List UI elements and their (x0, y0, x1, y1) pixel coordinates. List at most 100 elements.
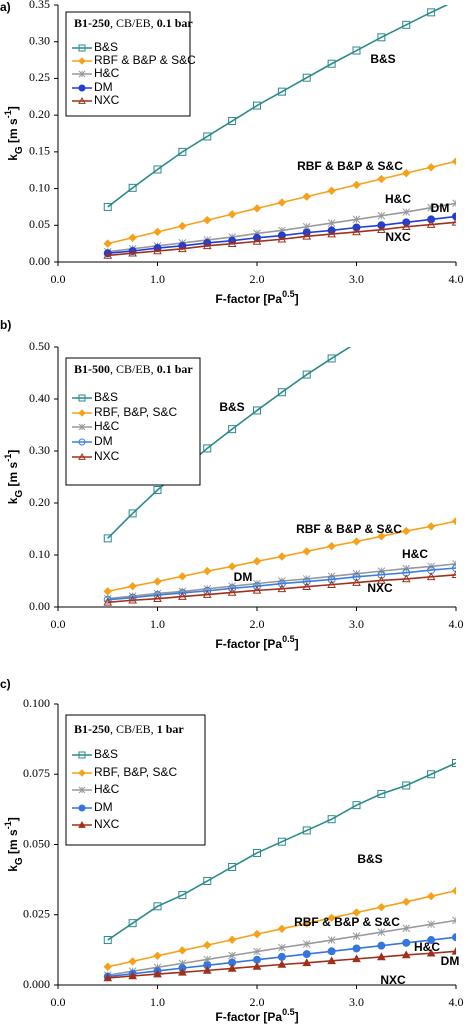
series-annotation: NXC (367, 581, 393, 595)
y-axis-label-part: -1 (3, 110, 13, 118)
marker (252, 236, 262, 245)
y-axis-label: kG [m s-1] (3, 450, 25, 505)
legend-title-part: B1-500 (74, 362, 110, 376)
y-axis-label-part: [m s (6, 461, 20, 489)
series-annotation: NXC (380, 973, 406, 987)
marker (153, 577, 162, 586)
marker (178, 967, 187, 976)
panel-label: a) (0, 0, 11, 14)
y-axis-label-part: G (14, 857, 25, 865)
marker (377, 575, 386, 584)
marker (402, 938, 411, 947)
marker (352, 215, 361, 224)
marker (103, 250, 113, 259)
legend-title-part: , CB/EB, (110, 722, 157, 736)
x-tick-label: 1.0 (150, 617, 165, 631)
marker (426, 522, 436, 531)
marker (327, 913, 336, 923)
marker (452, 759, 456, 768)
marker (452, 199, 456, 208)
marker (153, 246, 162, 255)
y-tick-label: 0.15 (29, 144, 50, 158)
marker (277, 388, 286, 397)
marker (202, 589, 212, 598)
legend-label: DM (94, 80, 113, 94)
legend-label: DM (94, 800, 113, 814)
marker (153, 165, 162, 174)
marker (153, 486, 162, 494)
marker (153, 902, 162, 911)
y-tick-label: 0.000 (23, 977, 50, 991)
marker (277, 837, 286, 846)
series-line (107, 762, 456, 941)
marker (377, 928, 386, 937)
x-tick-label: 1.0 (150, 995, 165, 1009)
marker (103, 936, 112, 945)
marker (377, 211, 386, 220)
y-tick-label: 0.35 (29, 0, 50, 11)
series-annotation: B&S (219, 400, 244, 414)
marker (78, 84, 86, 92)
marker (128, 593, 137, 602)
marker (253, 848, 261, 857)
marker (327, 541, 336, 551)
x-axis-label-part: F-factor [Pa (215, 292, 282, 306)
marker (302, 370, 311, 379)
legend-label: B&S (94, 40, 118, 54)
legend-title-part: 1 bar (157, 722, 185, 736)
marker (453, 0, 460, 4)
series-line (107, 221, 456, 257)
legend-label: H&C (94, 66, 120, 80)
marker (128, 919, 137, 928)
series-annotation: RBF & B&P & S&C (294, 915, 400, 929)
marker (327, 947, 336, 956)
marker (103, 597, 113, 606)
marker (352, 801, 361, 810)
y-axis-label-part: ] (6, 450, 20, 454)
marker (302, 547, 311, 556)
series-annotation: NXC (385, 230, 411, 244)
marker (277, 579, 286, 588)
marker (452, 212, 456, 221)
marker (451, 886, 456, 896)
marker (277, 952, 286, 961)
marker (128, 581, 137, 591)
legend-label: RBF, B&P, S&C (94, 765, 177, 779)
marker (302, 73, 311, 82)
y-tick-label: 0.40 (29, 391, 50, 405)
plot-area (103, 759, 456, 982)
legend-label: RBF, B&P, S&C (94, 405, 177, 419)
series-line (107, 347, 352, 539)
marker (452, 564, 456, 572)
marker (427, 203, 435, 212)
marker (377, 532, 386, 541)
x-axis-label-part: ] (295, 637, 299, 651)
y-axis-label-part: G (14, 146, 25, 154)
marker (302, 958, 312, 967)
marker (352, 46, 361, 55)
marker (327, 354, 336, 363)
x-axis-label-part: F-factor [Pa (215, 1010, 282, 1024)
marker (253, 947, 261, 956)
x-tick-label: 3.0 (349, 995, 364, 1009)
marker (103, 973, 113, 982)
marker (302, 577, 311, 586)
marker (401, 574, 411, 583)
legend-box (65, 357, 201, 486)
x-tick-label: 0.0 (51, 272, 66, 286)
marker (302, 192, 311, 201)
marker (153, 227, 162, 237)
legend-label: B&S (94, 747, 118, 761)
marker (178, 244, 187, 253)
marker (128, 248, 137, 257)
marker (178, 221, 187, 231)
plot-area (103, 0, 460, 259)
marker (427, 936, 436, 945)
marker (252, 204, 262, 213)
legend-label: RBF & B&P & S&C (94, 53, 196, 67)
marker (327, 219, 336, 227)
marker (452, 559, 456, 568)
marker (352, 180, 361, 190)
y-tick-label: 0.100 (23, 696, 50, 710)
